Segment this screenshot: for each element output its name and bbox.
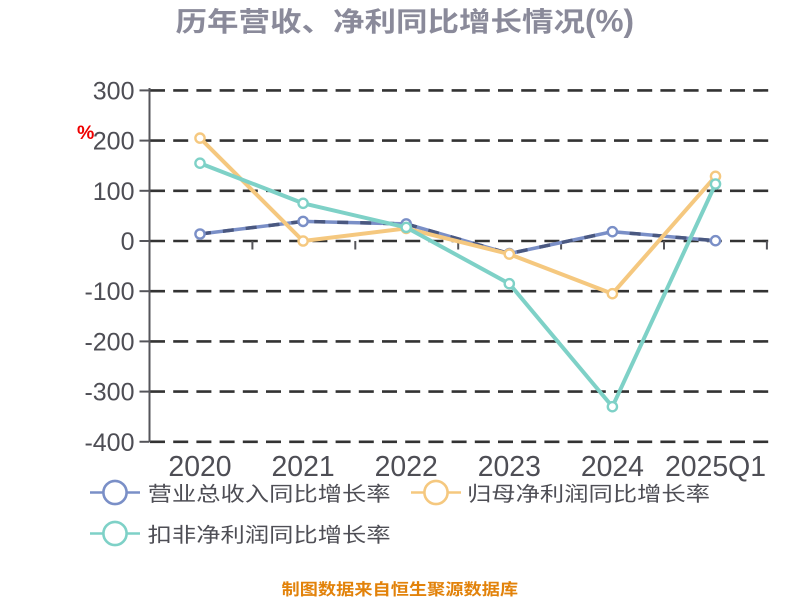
svg-text:2023: 2023 <box>478 451 541 483</box>
svg-text:(%): (%) <box>585 2 634 38</box>
svg-text:-400: -400 <box>84 429 134 457</box>
svg-text:-200: -200 <box>84 328 134 356</box>
svg-text:2022: 2022 <box>375 451 438 483</box>
svg-text:%: % <box>77 122 94 144</box>
svg-text:-300: -300 <box>84 379 134 407</box>
svg-text:2020: 2020 <box>168 451 231 483</box>
svg-text:2024: 2024 <box>581 451 644 483</box>
svg-text:100: 100 <box>93 178 135 206</box>
svg-text:300: 300 <box>93 77 135 105</box>
svg-text:200: 200 <box>93 128 135 156</box>
svg-text:0: 0 <box>121 228 135 256</box>
svg-text:2025Q1: 2025Q1 <box>665 451 766 483</box>
svg-text:-100: -100 <box>84 278 134 306</box>
svg-text:2021: 2021 <box>272 451 335 483</box>
